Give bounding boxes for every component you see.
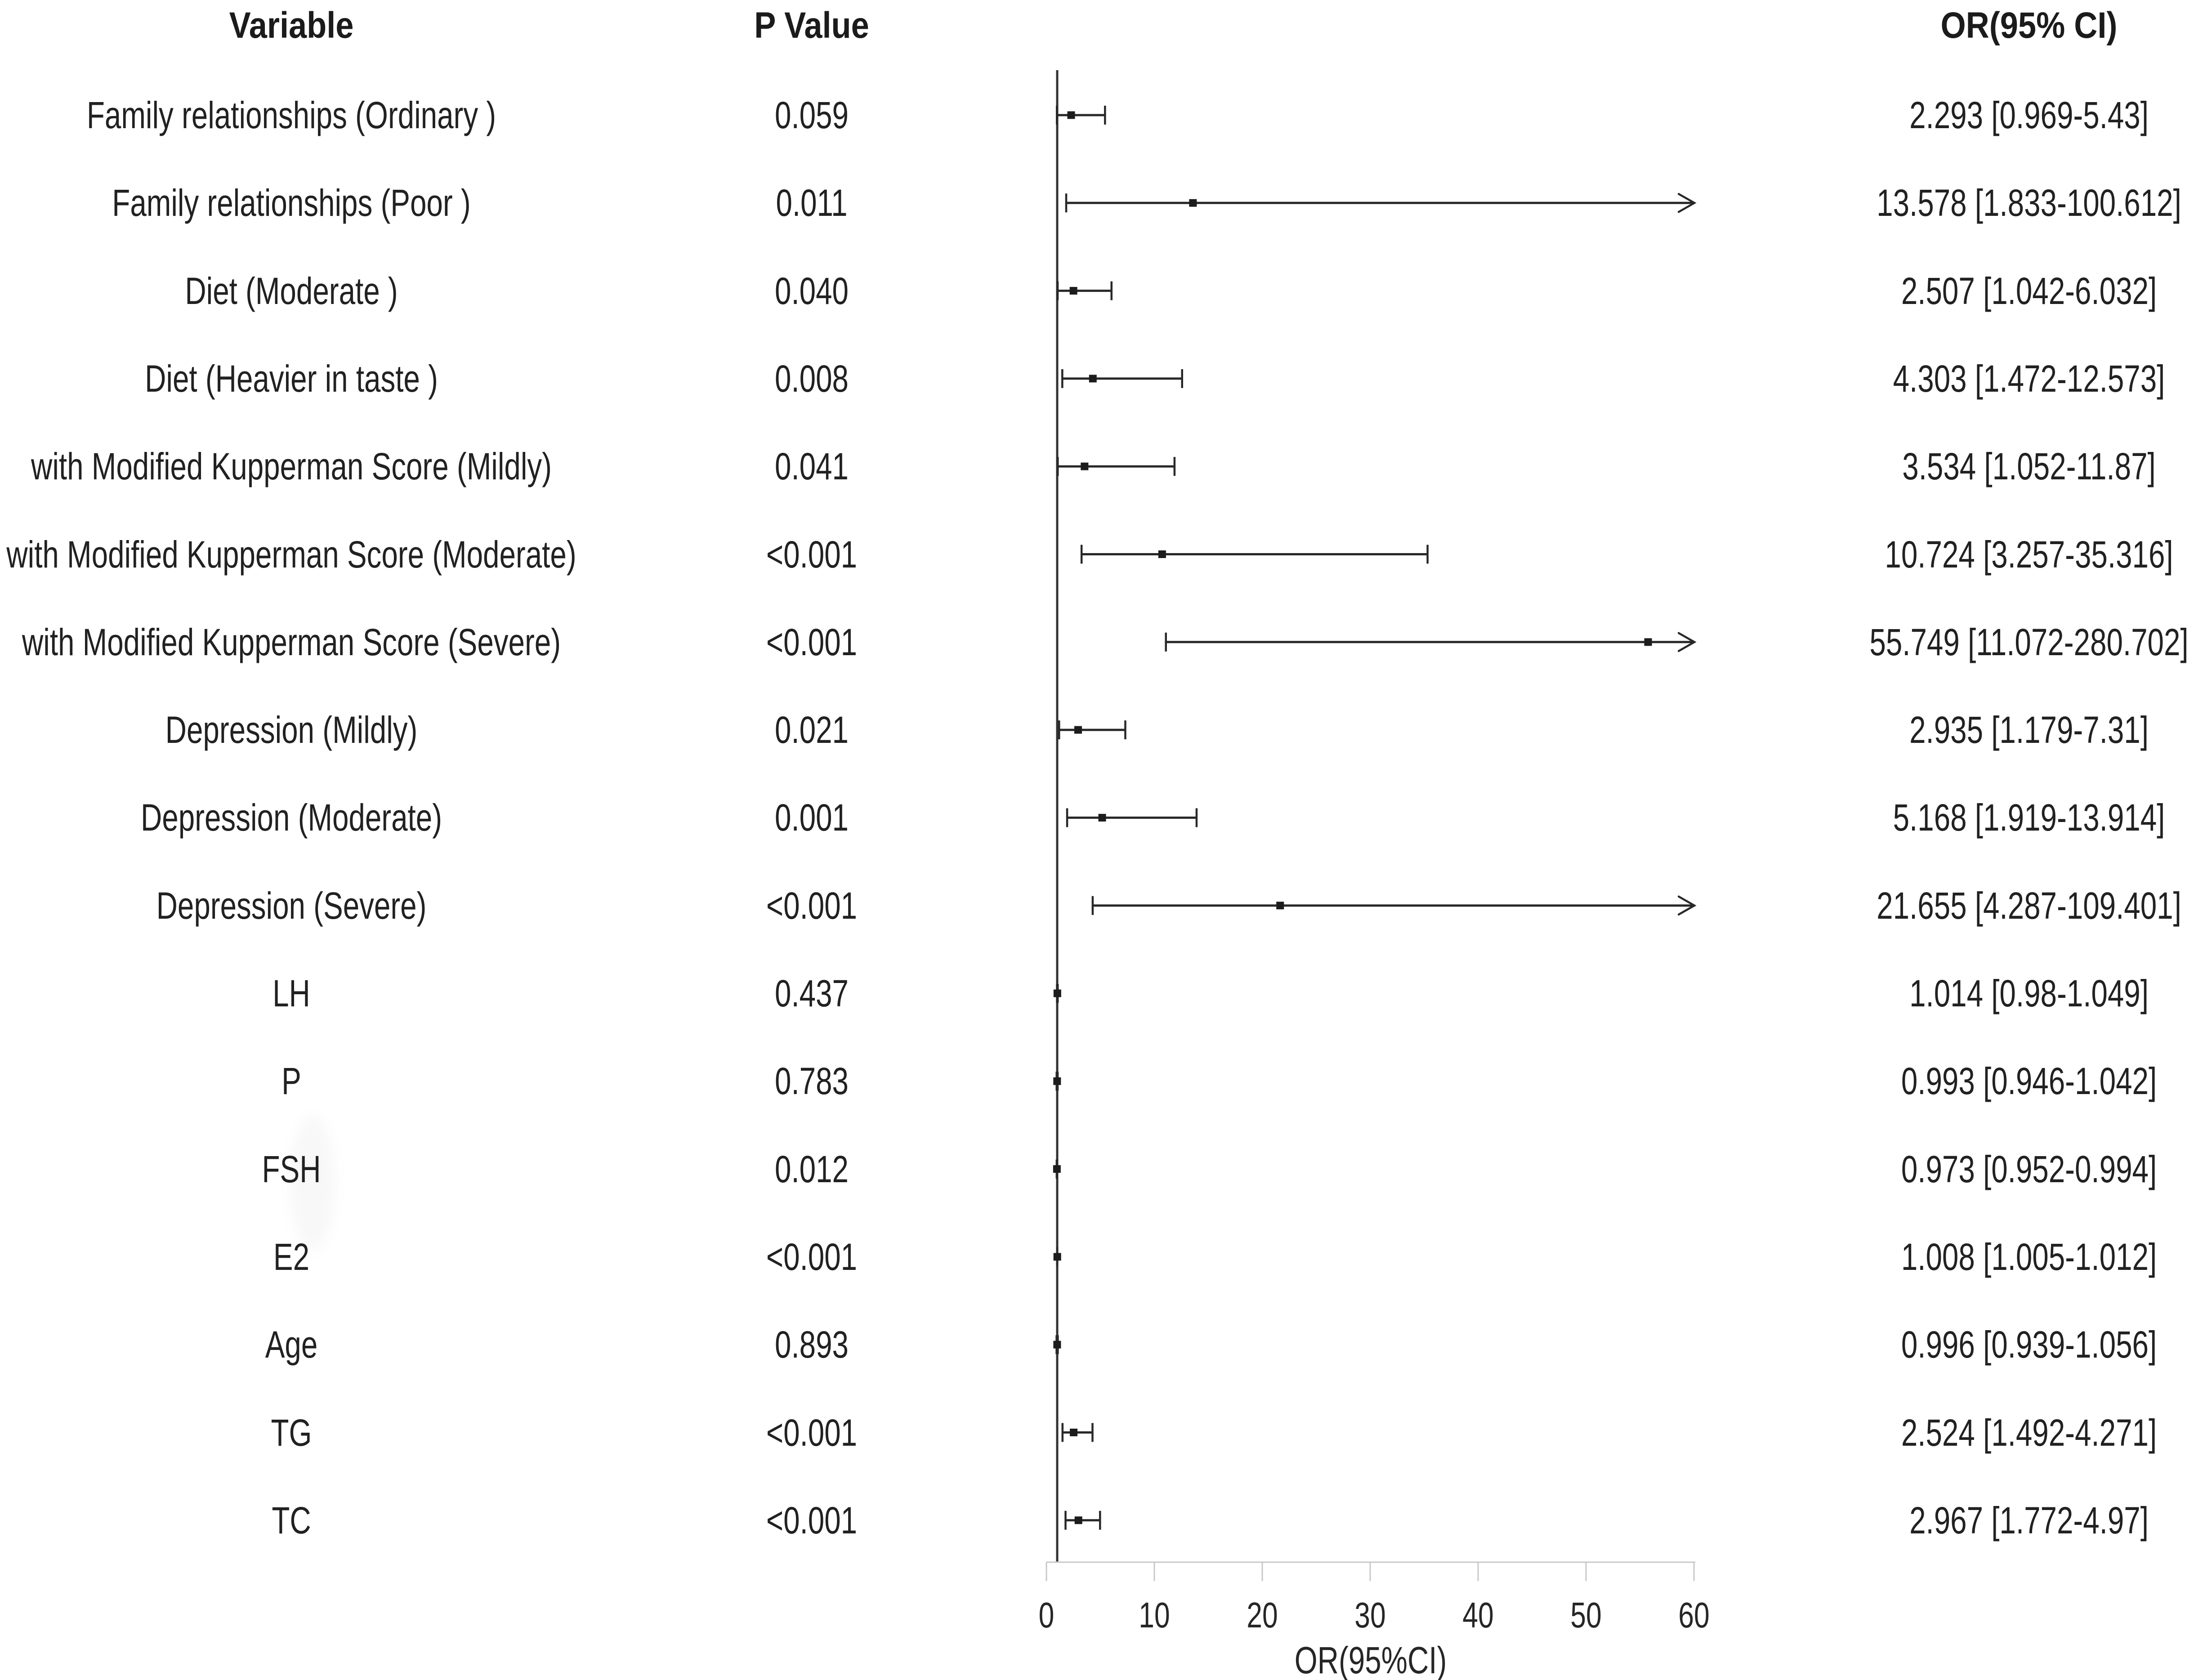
- or-marker: [1053, 989, 1061, 997]
- x-tick-label: 0: [1038, 1595, 1055, 1635]
- x-axis-title: OR(95%CI): [1294, 1639, 1447, 1680]
- x-tick-label: 50: [1570, 1595, 1602, 1635]
- or-marker: [1074, 1516, 1082, 1524]
- or-marker: [1098, 813, 1106, 822]
- column-header-variable: Variable: [229, 5, 354, 46]
- x-tick-label: 40: [1462, 1595, 1494, 1635]
- or-marker: [1089, 375, 1097, 383]
- or-marker: [1074, 726, 1082, 734]
- or-marker: [1067, 111, 1075, 119]
- x-tick-label: 30: [1354, 1595, 1386, 1635]
- or-marker: [1053, 1165, 1061, 1173]
- column-header-orci: OR(95% CI): [1940, 5, 2118, 46]
- x-tick-label: 60: [1678, 1595, 1710, 1635]
- or-marker: [1644, 638, 1652, 646]
- ci-clipped-arrow-icon: [1677, 632, 1697, 652]
- x-tick-label: 20: [1247, 1595, 1278, 1635]
- ci-clipped-arrow-icon: [1677, 895, 1697, 916]
- or-marker: [1189, 199, 1197, 207]
- or-marker: [1158, 550, 1166, 558]
- whiteout-smudge-artifact: [290, 1115, 335, 1250]
- or-marker: [1070, 1429, 1078, 1436]
- column-header-pvalue: P Value: [754, 5, 869, 46]
- or-marker: [1069, 287, 1077, 295]
- x-tick-label: 10: [1139, 1595, 1170, 1635]
- or-marker: [1276, 902, 1284, 910]
- or-marker: [1053, 1340, 1061, 1349]
- or-marker: [1081, 462, 1089, 470]
- or-marker: [1053, 1253, 1061, 1261]
- ci-clipped-arrow-icon: [1677, 193, 1697, 213]
- or-marker: [1053, 1077, 1061, 1085]
